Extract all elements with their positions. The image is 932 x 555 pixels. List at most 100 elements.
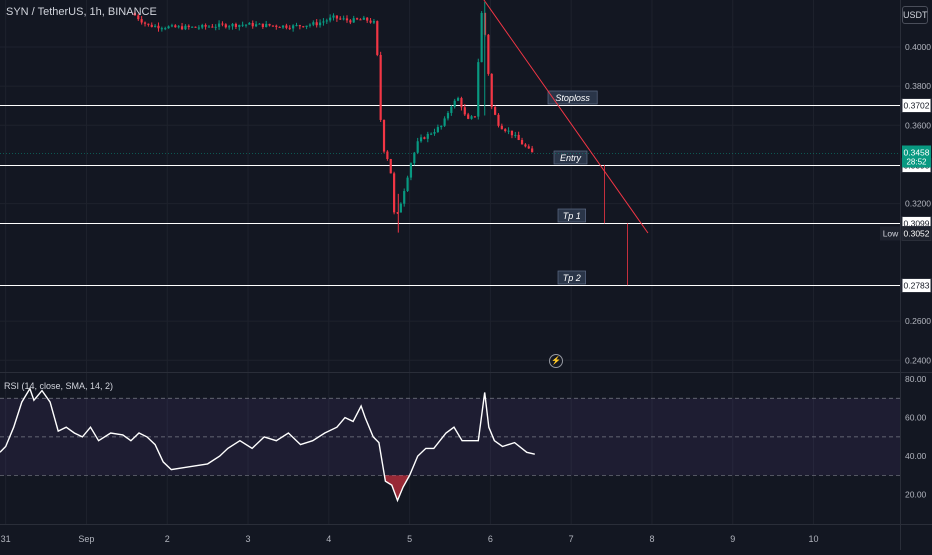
candle-body: [305, 25, 308, 28]
rsi-oversold-fill: [383, 475, 410, 501]
candle-body: [520, 140, 524, 145]
candle-body: [497, 114, 500, 126]
candle-body: [416, 141, 419, 153]
x-tick-label: 10: [809, 534, 819, 544]
level-tag-label[interactable]: Tp 2: [563, 273, 581, 283]
candle-body: [140, 19, 143, 23]
level-tag-label[interactable]: Tp 1: [563, 211, 581, 221]
candle-body: [510, 130, 514, 136]
candle-body: [355, 18, 359, 20]
level-tag-label[interactable]: Entry: [560, 153, 582, 163]
x-tick-label: Sep: [78, 534, 94, 544]
currency-button[interactable]: USDT: [902, 6, 928, 24]
candle-body: [480, 12, 483, 63]
x-tick-label: 6: [488, 534, 493, 544]
candle-body: [275, 25, 278, 27]
level-tag-box[interactable]: [547, 90, 598, 105]
candle-body: [298, 25, 301, 27]
candle-body: [315, 22, 318, 26]
candle-body: [514, 134, 517, 136]
rsi-tick-label: 80.00: [905, 374, 927, 384]
candle-body: [500, 125, 503, 130]
candle-body: [531, 148, 534, 153]
candle-body: [197, 27, 200, 29]
candle-body: [180, 26, 184, 30]
candle-body: [137, 15, 140, 20]
candle-body: [261, 23, 264, 28]
replay-button[interactable]: ⚡: [549, 354, 563, 368]
candle-body: [258, 23, 261, 25]
candle-body: [470, 116, 473, 119]
x-tick-label: 3: [246, 534, 251, 544]
candle-body: [170, 25, 174, 27]
candle-body: [271, 25, 275, 27]
price-levels[interactable]: 0.37020.33980.30990.2783StoplossEntryTp …: [0, 90, 932, 293]
candle-body: [281, 25, 285, 28]
level-tag-box[interactable]: [557, 270, 586, 285]
candle-body: [359, 19, 362, 21]
candle-body: [403, 191, 406, 204]
candle-body: [302, 26, 305, 28]
x-tick-label: 9: [730, 534, 735, 544]
symbol-title[interactable]: SYN / TetherUS, 1h, BINANCE: [6, 6, 157, 18]
candle-body: [453, 100, 456, 107]
candle-body: [372, 21, 376, 23]
candle-body: [507, 130, 510, 132]
rsi-title[interactable]: RSI (14, close, SMA, 14, 2): [4, 381, 114, 391]
level-price-box[interactable]: [901, 278, 932, 293]
candle-body: [224, 24, 227, 28]
candle-body: [207, 26, 211, 28]
level-price-box[interactable]: [901, 98, 932, 113]
level-tag-box[interactable]: [557, 208, 586, 223]
candle-body: [292, 25, 295, 29]
candle-body: [177, 26, 180, 28]
price-tick-label: 0.3800: [905, 81, 931, 91]
x-tick-label: 8: [649, 534, 654, 544]
candle-body: [332, 15, 335, 18]
level-tag-box[interactable]: [553, 150, 588, 165]
candle-body: [164, 28, 167, 30]
trend-line[interactable]: [483, 0, 649, 234]
low-price-box: [901, 226, 932, 241]
candle-body: [194, 26, 197, 28]
candle-body: [221, 23, 224, 25]
candle-body: [265, 23, 268, 28]
low-tag-label: Low: [883, 229, 899, 239]
candle-body: [369, 20, 372, 23]
candle-body: [241, 24, 244, 26]
rsi-panel: [0, 386, 900, 503]
level-tag-label[interactable]: Stoploss: [555, 93, 590, 103]
candle-body: [436, 127, 439, 132]
candle-body: [157, 25, 160, 29]
last-price-box[interactable]: [902, 145, 931, 168]
candle-body: [191, 26, 194, 28]
candle-body: [419, 137, 423, 142]
rsi-tick-label: 20.00: [905, 490, 927, 500]
price-tick-label: 0.3600: [905, 120, 931, 130]
candle-body: [339, 18, 342, 20]
level-price-label[interactable]: 0.3702: [904, 101, 930, 111]
candle-body: [335, 15, 338, 19]
level-price-label[interactable]: 0.2783: [904, 281, 930, 291]
candle-body: [150, 24, 153, 27]
candle-body: [490, 73, 493, 108]
level-price-label[interactable]: 0.3099: [904, 219, 930, 229]
candle-body: [322, 21, 325, 23]
last-price-label[interactable]: 0.3458: [904, 148, 930, 158]
trend-line-group[interactable]: [483, 0, 649, 286]
candle-body: [217, 23, 221, 27]
candle-body: [295, 25, 298, 27]
candle-body: [201, 24, 204, 28]
candles: [133, 1, 534, 233]
candle-body: [174, 25, 177, 28]
candle-body: [463, 107, 466, 115]
x-tick-label: 7: [569, 534, 574, 544]
x-tick-label: 31: [1, 534, 11, 544]
candle-body: [460, 98, 463, 108]
candle-body: [352, 18, 355, 23]
candle-body: [308, 24, 312, 26]
candle-body: [251, 22, 254, 27]
